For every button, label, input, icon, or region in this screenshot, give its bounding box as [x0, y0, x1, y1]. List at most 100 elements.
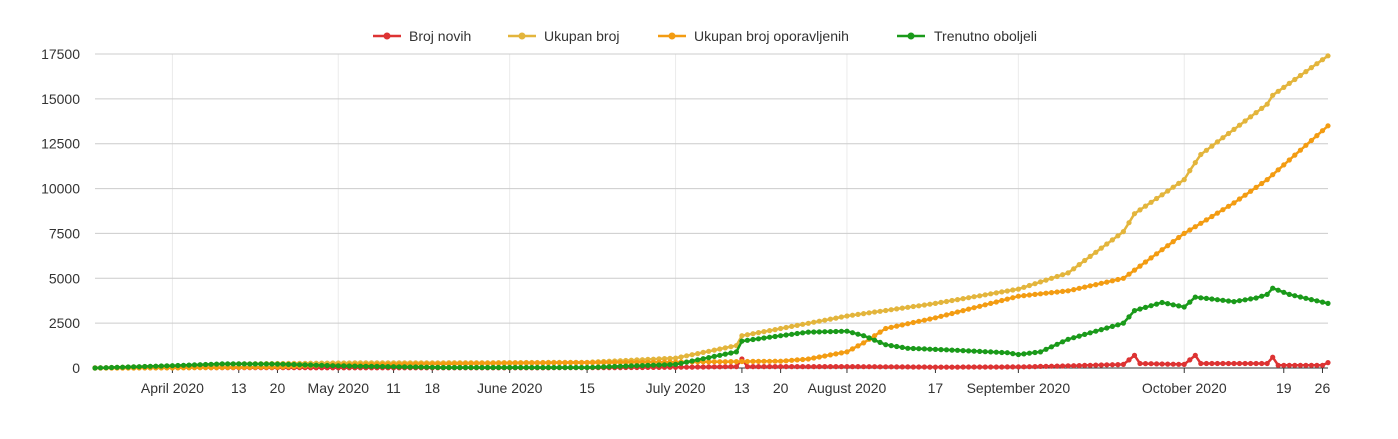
- data-point: [628, 359, 634, 365]
- data-point: [1236, 298, 1243, 304]
- data-point: [988, 291, 994, 297]
- data-point: [1098, 327, 1104, 333]
- y-tick-label: 5000: [49, 270, 80, 286]
- data-point: [673, 355, 679, 361]
- data-point: [429, 364, 435, 370]
- data-point: [722, 345, 728, 351]
- data-point: [1109, 362, 1115, 368]
- data-point: [490, 364, 496, 371]
- data-point: [1214, 360, 1220, 367]
- x-tick-label: July 2020: [646, 380, 706, 396]
- data-point: [728, 350, 734, 356]
- data-point: [402, 364, 408, 370]
- data-point: [684, 353, 690, 359]
- data-point: [551, 360, 557, 366]
- data-point: [501, 360, 507, 366]
- data-point: [1093, 282, 1099, 288]
- data-point: [1032, 364, 1038, 370]
- data-point: [905, 345, 911, 351]
- data-point: [473, 364, 480, 371]
- data-point: [861, 364, 867, 370]
- data-point: [1120, 320, 1126, 326]
- data-point: [855, 343, 861, 349]
- data-point: [894, 343, 900, 350]
- data-point: [247, 361, 253, 367]
- data-point: [285, 361, 292, 367]
- data-point: [977, 293, 983, 299]
- data-point: [617, 363, 623, 369]
- data-point: [1214, 297, 1220, 303]
- data-point: [805, 320, 811, 326]
- data-point: [877, 308, 883, 314]
- data-point: [1098, 362, 1104, 368]
- data-point: [717, 346, 723, 352]
- data-point: [1264, 291, 1270, 297]
- x-tick-label: 20: [773, 380, 789, 396]
- x-tick-label: 13: [734, 380, 750, 396]
- x-tick-label: October 2020: [1142, 380, 1227, 396]
- data-point: [1071, 266, 1077, 272]
- data-point: [678, 364, 684, 370]
- data-point: [617, 359, 623, 365]
- data-point: [258, 361, 264, 367]
- data-point: [462, 361, 469, 367]
- legend-item: Trenutno oboljeli: [897, 28, 1037, 44]
- data-point: [1004, 296, 1010, 302]
- data-point: [783, 358, 789, 364]
- data-point: [1043, 290, 1049, 296]
- data-point: [838, 328, 845, 334]
- data-point: [1043, 346, 1049, 352]
- data-point: [1170, 361, 1176, 367]
- x-tick-label: 19: [1276, 380, 1292, 396]
- data-point: [1192, 352, 1198, 358]
- data-point: [1181, 361, 1187, 367]
- data-point: [916, 303, 922, 309]
- data-point: [1048, 363, 1055, 369]
- data-point: [1248, 296, 1254, 302]
- data-point: [457, 364, 463, 371]
- data-point: [739, 333, 745, 339]
- data-point: [1214, 139, 1220, 145]
- data-point: [125, 364, 131, 370]
- data-point: [1236, 196, 1243, 202]
- data-point: [982, 349, 988, 355]
- legend-label: Ukupan broj: [544, 28, 620, 44]
- data-point: [689, 358, 695, 364]
- data-point: [512, 360, 518, 366]
- data-point: [1270, 354, 1276, 360]
- data-point: [1325, 53, 1331, 59]
- data-point: [722, 351, 728, 357]
- data-point: [755, 336, 762, 342]
- data-point: [684, 359, 690, 365]
- data-point: [1170, 239, 1176, 245]
- data-point: [838, 350, 845, 356]
- y-tick-label: 2500: [49, 315, 80, 331]
- data-point: [700, 356, 706, 362]
- data-point: [761, 335, 767, 341]
- data-point: [1187, 168, 1193, 174]
- data-point: [319, 362, 325, 368]
- data-point: [120, 364, 126, 370]
- data-point: [883, 342, 889, 348]
- data-point: [1225, 360, 1232, 367]
- data-point: [1015, 364, 1022, 370]
- data-point: [623, 363, 629, 369]
- data-point: [413, 364, 419, 370]
- data-point: [1065, 288, 1071, 294]
- data-point: [954, 364, 961, 370]
- data-point: [1115, 322, 1121, 328]
- data-point: [988, 364, 994, 370]
- data-point: [180, 362, 187, 368]
- data-point: [921, 346, 928, 352]
- data-point: [844, 364, 850, 370]
- data-point: [302, 362, 308, 368]
- data-point: [1142, 259, 1149, 265]
- data-point: [783, 324, 789, 331]
- x-tick-label: June 2020: [477, 380, 543, 396]
- data-point: [219, 361, 225, 367]
- data-point: [772, 327, 778, 333]
- data-point: [1308, 65, 1314, 71]
- data-point: [778, 333, 784, 339]
- data-point: [634, 363, 640, 369]
- data-point: [966, 295, 972, 301]
